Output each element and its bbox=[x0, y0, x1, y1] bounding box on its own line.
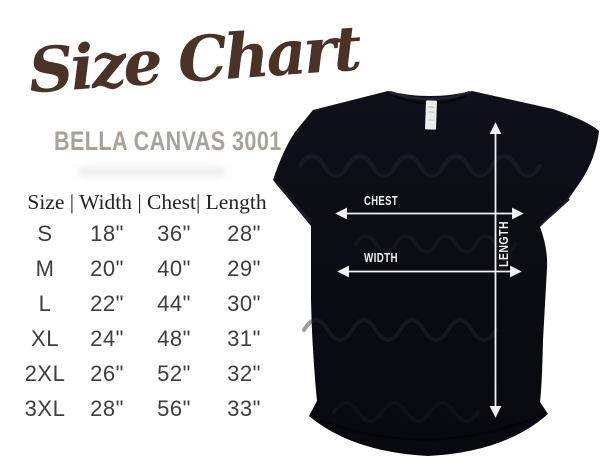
subtitle-shadow-smudge bbox=[78, 168, 226, 175]
cell-chest: 52" bbox=[157, 360, 191, 386]
cell-length: 32" bbox=[227, 360, 261, 386]
width-label: WIDTH bbox=[364, 251, 398, 265]
table-row: S 18" 36" 28" bbox=[15, 216, 279, 251]
cell-length: 29" bbox=[227, 255, 261, 281]
tshirt-illustration: CHEST WIDTH LENGTH bbox=[273, 90, 599, 456]
cell-chest: 56" bbox=[157, 395, 191, 421]
cell-size: 3XL bbox=[24, 395, 66, 421]
cell-chest: 48" bbox=[157, 325, 191, 351]
length-label: LENGTH bbox=[497, 221, 511, 267]
cell-width: 28" bbox=[90, 395, 124, 421]
cell-width: 18" bbox=[90, 220, 124, 246]
cell-size: M bbox=[35, 255, 55, 281]
cell-width: 20" bbox=[90, 255, 124, 281]
measurement-arrows bbox=[335, 122, 524, 418]
size-table-rows: S 18" 36" 28" M 20" 40" 29" L 22" 44" 30… bbox=[15, 216, 279, 426]
cell-length: 33" bbox=[227, 395, 261, 421]
right-cuff-fold bbox=[540, 198, 570, 225]
cell-width: 22" bbox=[90, 290, 124, 316]
table-row: 3XL 28" 56" 33" bbox=[15, 391, 279, 426]
cell-width: 26" bbox=[90, 360, 124, 386]
product-subtitle: BELLA CANVAS 3001 bbox=[54, 126, 282, 156]
cell-chest: 44" bbox=[157, 290, 191, 316]
neck-tag bbox=[425, 100, 437, 130]
cell-length: 28" bbox=[227, 220, 261, 246]
cell-size: L bbox=[38, 290, 52, 316]
table-row: 2XL 26" 52" 32" bbox=[15, 356, 279, 391]
table-row: XL 24" 48" 31" bbox=[15, 321, 279, 356]
cell-length: 31" bbox=[227, 325, 261, 351]
hem-fold bbox=[317, 414, 541, 441]
size-table-header: Size | Width | Chest| Length bbox=[27, 190, 267, 214]
cell-chest: 40" bbox=[157, 255, 191, 281]
cell-size: S bbox=[37, 220, 53, 246]
cell-size: 2XL bbox=[24, 360, 66, 386]
table-row: M 20" 40" 29" bbox=[15, 251, 279, 286]
collar-seam bbox=[389, 90, 471, 101]
tshirt-measurement-diagram: CHEST WIDTH LENGTH bbox=[250, 80, 600, 474]
table-row: L 22" 44" 30" bbox=[15, 286, 279, 321]
chest-label: CHEST bbox=[364, 194, 398, 208]
cell-width: 24" bbox=[90, 325, 124, 351]
left-cuff-fold bbox=[275, 181, 312, 223]
tshirt-silhouette bbox=[273, 91, 599, 456]
cell-chest: 36" bbox=[157, 220, 191, 246]
size-table: Size | Width | Chest| Length S 18" 36" 2… bbox=[15, 190, 279, 421]
cell-size: XL bbox=[31, 325, 59, 351]
cell-length: 30" bbox=[227, 290, 261, 316]
